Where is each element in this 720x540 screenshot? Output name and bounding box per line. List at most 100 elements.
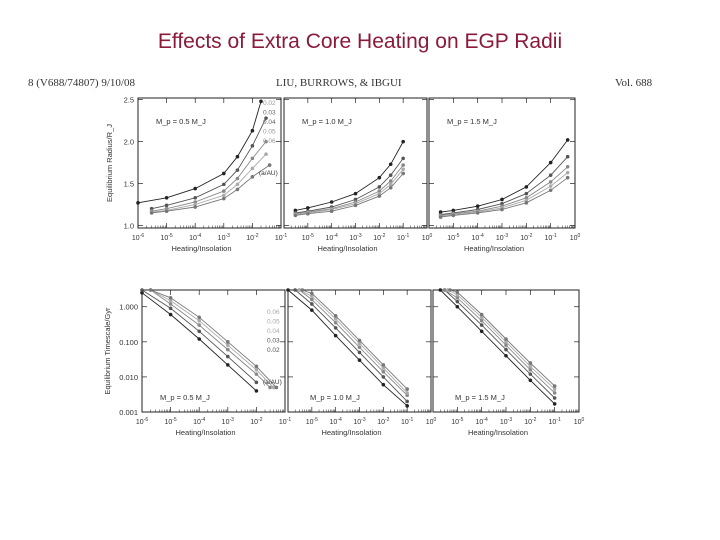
data-point bbox=[250, 128, 255, 133]
data-point bbox=[333, 320, 338, 325]
data-point bbox=[310, 291, 314, 296]
separation-label: 0.02 bbox=[267, 347, 280, 354]
data-point bbox=[259, 99, 263, 104]
series-line bbox=[299, 289, 408, 396]
data-point bbox=[548, 173, 553, 177]
data-point bbox=[524, 198, 529, 203]
data-point bbox=[226, 343, 230, 348]
data-point bbox=[293, 213, 298, 218]
data-point bbox=[405, 399, 409, 404]
y-tick-label: 0.001 bbox=[119, 408, 138, 417]
x-axis-label: Heating/Insolation bbox=[464, 244, 524, 253]
x-tick-label: 10-5 bbox=[302, 233, 314, 242]
data-point bbox=[381, 369, 386, 374]
series-line bbox=[295, 158, 404, 214]
y-tick-label: 2.5 bbox=[124, 96, 134, 105]
data-point bbox=[226, 354, 230, 359]
data-point bbox=[357, 338, 362, 343]
x-tick-label: 10-1 bbox=[401, 417, 413, 426]
x-tick-label: 10-4 bbox=[330, 417, 342, 426]
x-tick-label: 10-3 bbox=[496, 233, 508, 242]
data-point bbox=[401, 171, 405, 176]
data-point bbox=[300, 288, 305, 292]
data-point bbox=[451, 208, 456, 213]
data-point bbox=[548, 160, 553, 165]
data-point bbox=[271, 385, 276, 390]
data-point bbox=[148, 288, 153, 292]
data-point bbox=[455, 290, 460, 294]
x-tick-label: 10-1 bbox=[275, 233, 287, 242]
data-point bbox=[168, 306, 173, 311]
data-point bbox=[353, 197, 358, 202]
data-point bbox=[235, 176, 240, 181]
data-point bbox=[274, 385, 279, 390]
data-point bbox=[401, 156, 405, 161]
data-point bbox=[528, 364, 533, 369]
x-tick-label: 10-3 bbox=[349, 233, 361, 242]
data-point bbox=[357, 358, 362, 362]
series-line bbox=[440, 139, 569, 213]
data-point bbox=[197, 329, 201, 334]
data-point bbox=[405, 391, 409, 395]
data-point bbox=[475, 204, 480, 208]
data-point bbox=[197, 318, 201, 323]
data-point bbox=[479, 329, 484, 334]
data-point bbox=[377, 185, 382, 189]
series-line bbox=[299, 289, 408, 394]
data-point bbox=[286, 288, 290, 292]
x-tick-label: 10-3 bbox=[353, 417, 365, 426]
data-point bbox=[310, 297, 314, 302]
data-point bbox=[222, 182, 226, 187]
x-tick-label: 10-5 bbox=[447, 233, 459, 242]
data-point bbox=[500, 201, 504, 206]
series-line bbox=[444, 289, 556, 399]
data-point bbox=[448, 288, 452, 292]
x-tick-label: 10-4 bbox=[189, 233, 201, 242]
x-tick-label: 10-1 bbox=[549, 417, 561, 426]
mass-label: M_p = 1.5 M_J bbox=[447, 117, 497, 126]
data-point bbox=[193, 200, 197, 204]
data-point bbox=[310, 302, 314, 306]
data-point bbox=[377, 194, 382, 198]
x-tick-label: 10-1 bbox=[279, 417, 291, 426]
data-point bbox=[168, 295, 173, 300]
series-line bbox=[302, 289, 408, 390]
mass-label: M_p = 1.5 M_J bbox=[455, 393, 505, 402]
series-line bbox=[150, 289, 274, 388]
data-point bbox=[329, 209, 334, 214]
y-tick-label: 0.010 bbox=[119, 373, 138, 382]
data-point bbox=[226, 347, 230, 352]
x-tick-label: 10-2 bbox=[373, 233, 385, 242]
series-line bbox=[141, 289, 257, 383]
data-point bbox=[388, 162, 393, 167]
y-tick-label: 1.000 bbox=[119, 303, 138, 312]
paper-header-right: Vol. 688 bbox=[615, 77, 653, 89]
data-point bbox=[353, 191, 358, 196]
data-point bbox=[333, 326, 338, 330]
data-point bbox=[552, 384, 557, 388]
data-point bbox=[548, 184, 553, 188]
data-point bbox=[504, 353, 508, 358]
data-point bbox=[164, 209, 169, 214]
data-point bbox=[222, 171, 226, 176]
data-point bbox=[168, 298, 173, 303]
data-point bbox=[552, 396, 557, 400]
x-tick-label: 10-2 bbox=[524, 417, 536, 426]
data-point bbox=[293, 208, 298, 213]
data-point bbox=[250, 175, 255, 179]
x-tick-label: 10-4 bbox=[472, 233, 484, 242]
x-axis-label: Heating/Insolation bbox=[321, 428, 381, 437]
data-point bbox=[329, 200, 334, 204]
y-tick-label: 2.0 bbox=[124, 138, 134, 147]
series-line bbox=[287, 289, 408, 407]
data-point bbox=[264, 139, 268, 144]
data-point bbox=[226, 340, 230, 344]
data-point bbox=[524, 191, 529, 196]
data-point bbox=[222, 196, 226, 201]
separation-label: 0.05 bbox=[267, 319, 280, 326]
data-point bbox=[388, 182, 393, 187]
data-point bbox=[377, 191, 382, 196]
data-point bbox=[235, 182, 240, 187]
data-point bbox=[381, 382, 386, 387]
data-point bbox=[197, 337, 201, 341]
